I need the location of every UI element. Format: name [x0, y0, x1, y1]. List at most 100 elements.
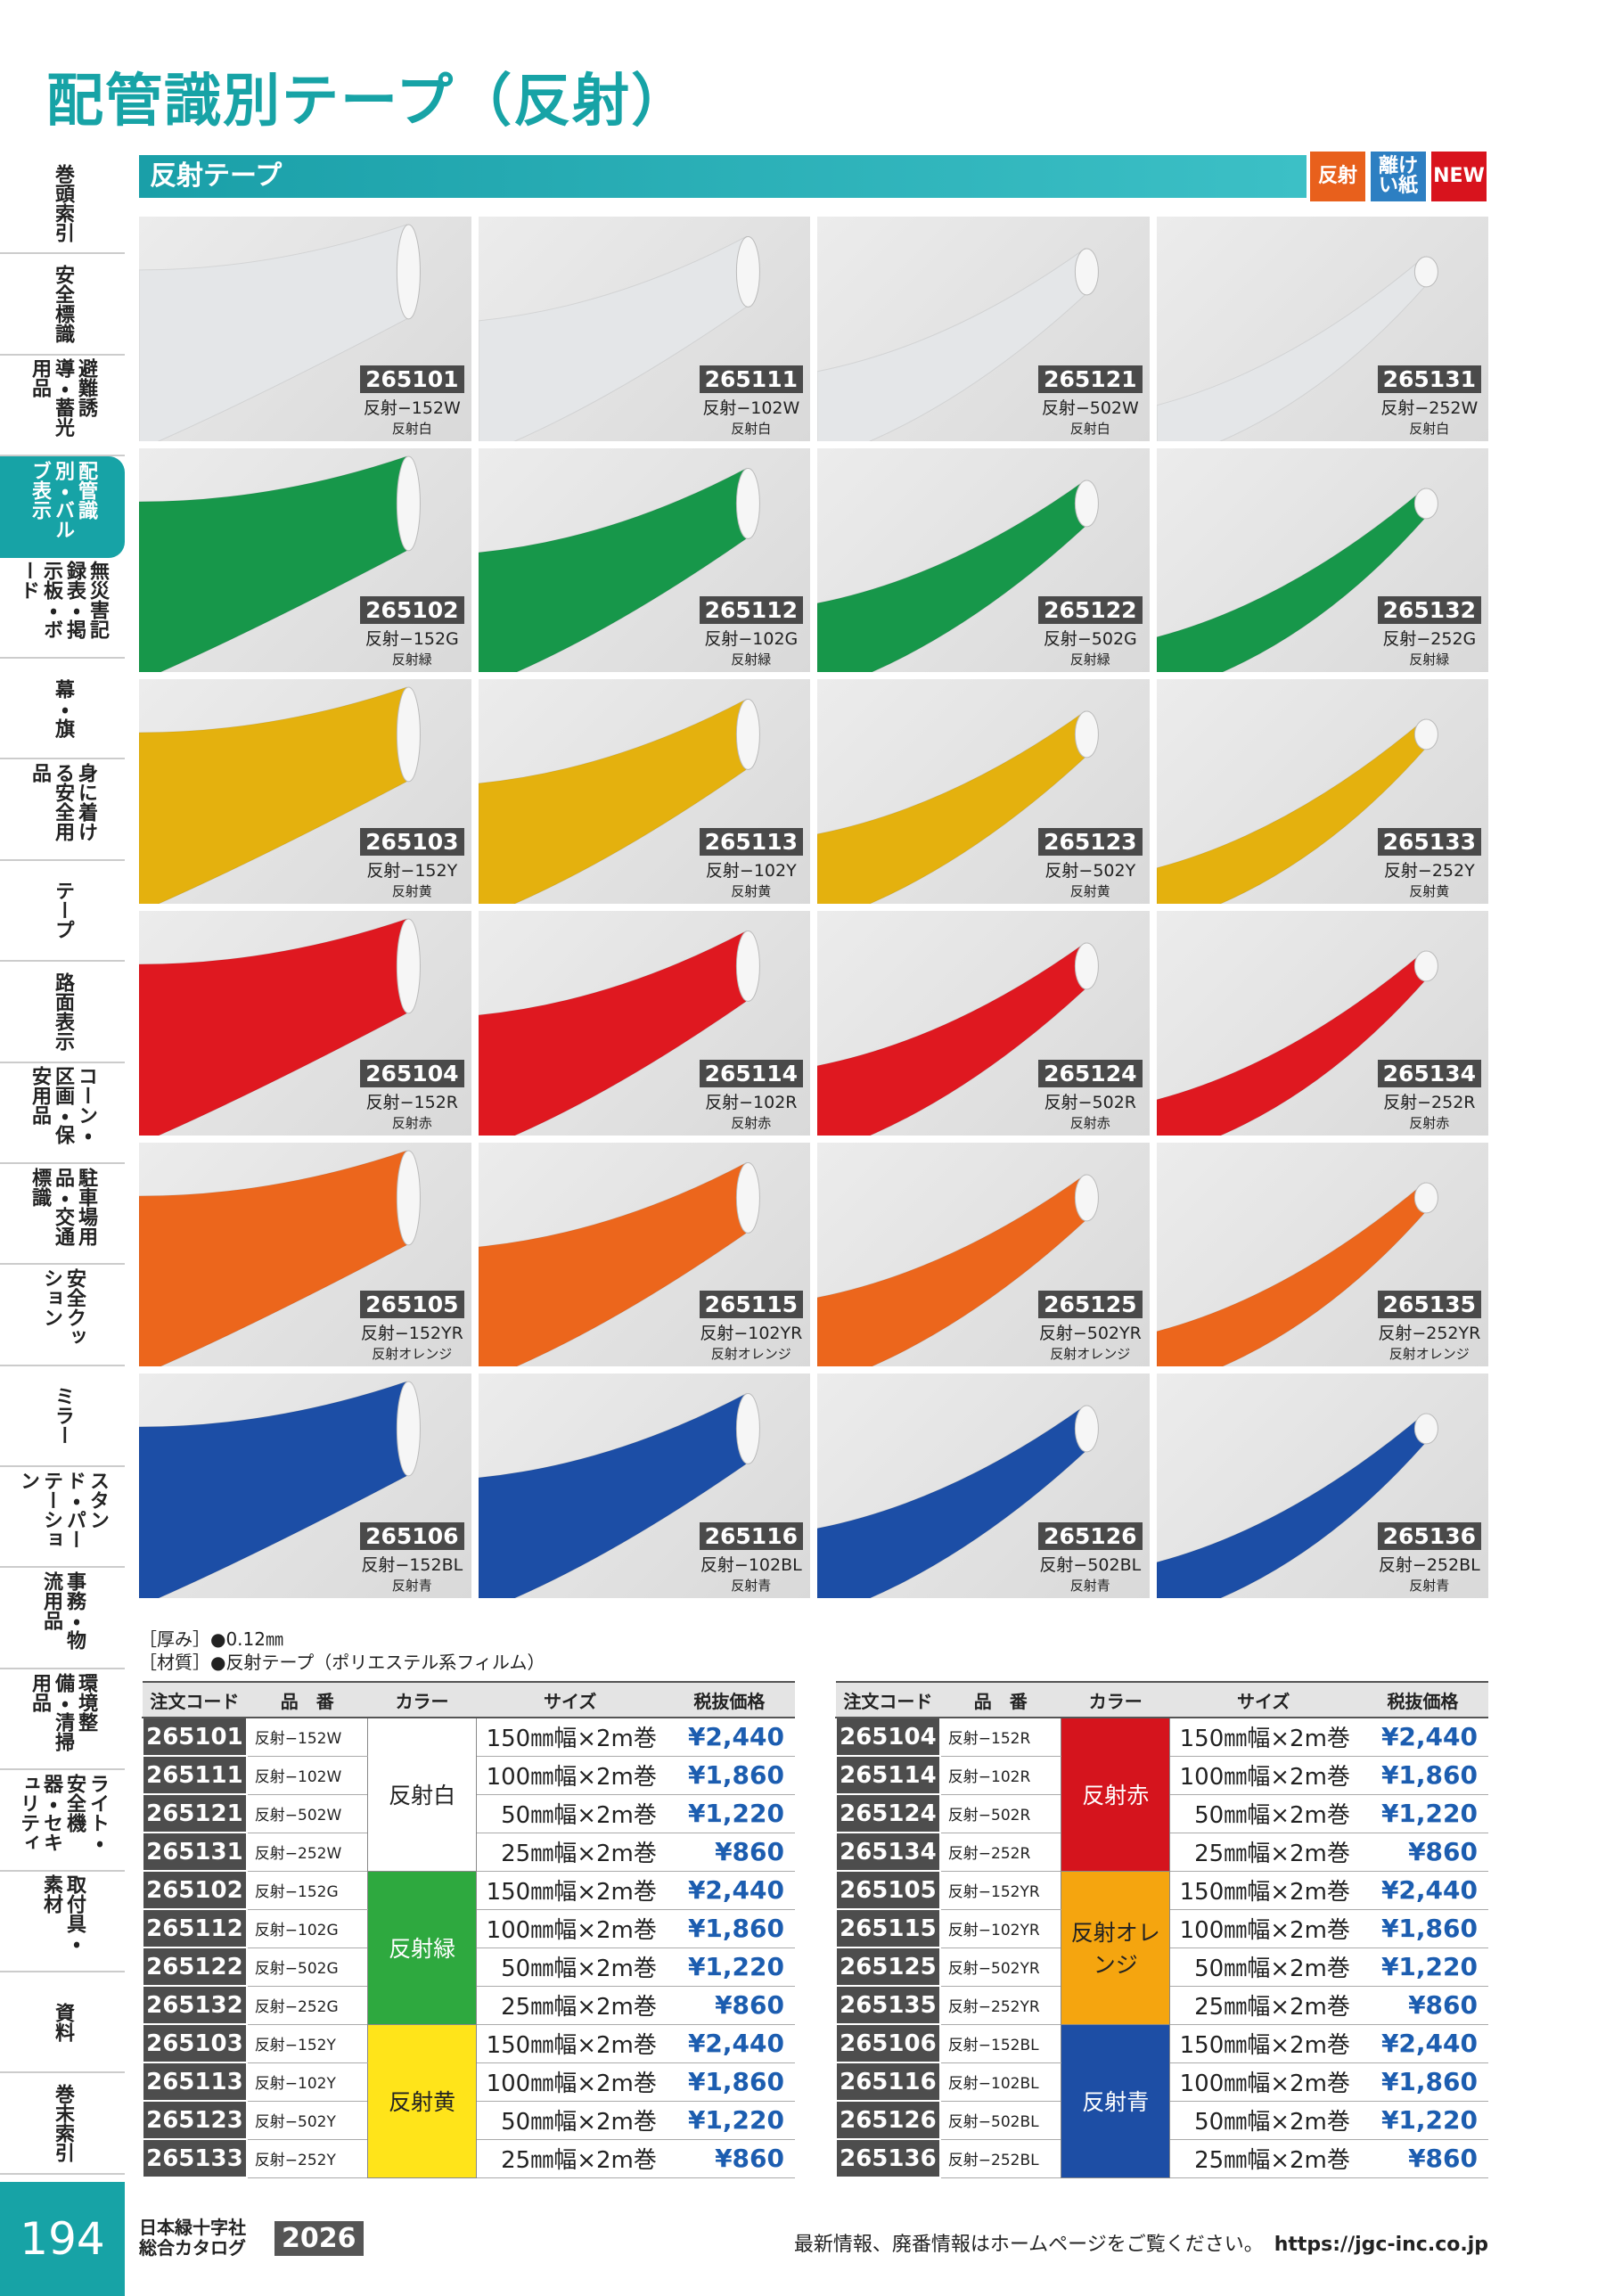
price: ¥2,440 — [1356, 1718, 1488, 1757]
model-number: 反射−152BL — [939, 2024, 1061, 2063]
product-code: 265125 — [1038, 1291, 1143, 1319]
tab-label: テープ — [52, 881, 74, 940]
product-code: 265136 — [1377, 1522, 1481, 1550]
color-cell: 反射黄 — [367, 2023, 477, 2178]
product-color: 反射白 — [1409, 420, 1450, 437]
order-code: 265124 — [835, 1793, 941, 1833]
product-cell: 265125 反射−502YR 反射オレンジ — [817, 1142, 1150, 1367]
tab-label: コーン・区画・保安用品 — [29, 1066, 97, 1145]
tape-image — [478, 698, 760, 904]
product-label: 265131 反射−252W 反射白 — [1377, 365, 1481, 438]
sidebar-tab: スタンド・パーテーション — [0, 1467, 125, 1569]
order-code: 265133 — [142, 2138, 248, 2178]
product-color: 反射白 — [1069, 420, 1110, 437]
table-row: 265133 反射−252Y 25㎜幅×2m巻 ¥860 — [142, 2138, 795, 2178]
sidebar-tab: 路面表示 — [0, 962, 125, 1063]
sidebar-tab: 環境整備・清掃用品 — [0, 1669, 125, 1771]
product-label: 265114 反射−102R 反射赤 — [699, 1059, 803, 1132]
sidebar: 巻頭索引 安全標識 避難誘導・蓄光用品 配管識別・バルブ表示 無災害記録表・掲示板・ボー… — [0, 153, 125, 2175]
tape-roll — [735, 1393, 760, 1465]
product-model: 反射−102BL — [700, 1555, 802, 1575]
sidebar-tab: 身に着ける安全用品 — [0, 759, 125, 861]
product-color: 反射黄 — [731, 883, 772, 899]
tab-label: スタンド・パーテーション — [17, 1470, 109, 1549]
table-row: 265114 反射−102R 100㎜幅×2m巻 ¥1,860 — [835, 1755, 1488, 1795]
product-label: 265103 反射−152Y 反射黄 — [360, 828, 464, 900]
table-row: 265106 反射−152BL 反射青 150㎜幅×2m巻 ¥2,440 — [835, 2023, 1488, 2178]
product-code: 265134 — [1377, 1059, 1481, 1087]
product-label: 265116 反射−102BL 反射青 — [699, 1522, 803, 1595]
product-code: 265113 — [699, 828, 803, 856]
model-number: 反射−502W — [246, 1794, 368, 1833]
model-number: 反射−502G — [246, 1948, 368, 1987]
sidebar-tab: ライト・安全機器・セキュリティ — [0, 1770, 125, 1872]
product-cell: 265102 反射−152G 反射緑 — [139, 447, 471, 673]
table-row: 265115 反射−102YR 100㎜幅×2m巻 ¥1,860 — [835, 1908, 1488, 1948]
table-row: 265104 反射−152R 反射赤 150㎜幅×2m巻 ¥2,440 — [835, 1717, 1488, 1872]
product-label: 265106 反射−152BL 反射青 — [360, 1522, 464, 1595]
product-color: 反射赤 — [1409, 1114, 1450, 1131]
product-label: 265115 反射−102YR 反射オレンジ — [699, 1291, 803, 1363]
tape-image — [139, 224, 421, 441]
sidebar-tab: 取付具・素材 — [0, 1872, 125, 1973]
tab-label: 資料 — [52, 2002, 74, 2042]
size: 100㎜幅×2m巻 — [1169, 1756, 1357, 1795]
table-row: 265131 反射−252W 25㎜幅×2m巻 ¥860 — [142, 1832, 795, 1872]
tab-label: 安全標識 — [52, 265, 74, 344]
sidebar-tab: コーン・区画・保安用品 — [0, 1063, 125, 1164]
table-row: 265111 反射−102W 100㎜幅×2m巻 ¥1,860 — [142, 1755, 795, 1795]
size: 150㎜幅×2m巻 — [1169, 1718, 1357, 1757]
notice: 最新情報、廃番情報はホームページをご覧ください。 — [793, 2234, 1264, 2256]
tape-image — [817, 1405, 1099, 1598]
tab-label: 環境整備・清掃用品 — [29, 1672, 97, 1751]
tape-image — [478, 930, 760, 1136]
price: ¥1,220 — [663, 1794, 795, 1833]
tape-roll — [1074, 710, 1099, 758]
sidebar-tab: 配管識別・バルブ表示 — [0, 456, 125, 558]
tape — [478, 930, 747, 1136]
tape — [478, 1392, 747, 1598]
tape-roll — [1413, 718, 1438, 750]
table-row: 265132 反射−252G 25㎜幅×2m巻 ¥860 — [142, 1985, 795, 2025]
sidebar-tab: 無災害記録表・掲示板・ボード — [0, 558, 125, 659]
product-code: 265121 — [1038, 365, 1143, 393]
header-cell: サイズ — [476, 1681, 664, 1718]
price: ¥2,440 — [663, 1718, 795, 1757]
product-label: 265121 反射−502W 反射白 — [1038, 365, 1143, 438]
color-cell: 反射青 — [1061, 2023, 1171, 2178]
tape-roll — [1074, 1405, 1099, 1453]
order-code: 265112 — [142, 1908, 248, 1948]
size: 100㎜幅×2m巻 — [476, 1756, 664, 1795]
product-model: 反射−152W — [363, 398, 461, 418]
product-color: 反射オレンジ — [372, 1346, 453, 1363]
tape-roll — [1074, 942, 1099, 990]
header-cell: カラー — [367, 1681, 477, 1718]
size: 25㎜幅×2m巻 — [476, 1833, 664, 1872]
page-title: 配管識別テープ（反射） — [46, 69, 691, 135]
publisher-name: 日本緑十字社 — [139, 2217, 246, 2238]
model-number: 反射−502Y — [246, 2101, 368, 2140]
product-model: 反射−152R — [365, 1092, 458, 1112]
sidebar-tab: 事務・物流用品 — [0, 1568, 125, 1669]
tape-image — [1156, 1181, 1438, 1367]
price: ¥860 — [663, 1833, 795, 1872]
table-row: 265101 反射−152W 反射白 150㎜幅×2m巻 ¥2,440 — [142, 1717, 795, 1872]
sidebar-tab: ミラー — [0, 1366, 125, 1468]
model-number: 反射−252G — [246, 1986, 368, 2025]
tape-roll — [735, 235, 760, 308]
product-model: 反射−252BL — [1378, 1555, 1480, 1575]
product-model: 反射−502BL — [1039, 1555, 1142, 1575]
color-cell: 反射白 — [367, 1717, 477, 1872]
product-model: 反射−102Y — [705, 861, 797, 881]
tape-roll — [1074, 248, 1099, 296]
tape — [478, 467, 747, 673]
tape-image — [139, 455, 421, 673]
table-row: 265102 反射−152G 反射緑 150㎜幅×2m巻 ¥2,440 — [142, 1870, 795, 2025]
model-number: 反射−152YR — [939, 1871, 1061, 1910]
tab-label: ミラー — [52, 1386, 74, 1446]
product-model: 反射−102G — [704, 629, 799, 650]
model-number: 反射−152Y — [246, 2024, 368, 2063]
product-label: 265134 反射−252R 反射赤 — [1377, 1059, 1481, 1132]
product-color: 反射赤 — [731, 1114, 772, 1131]
